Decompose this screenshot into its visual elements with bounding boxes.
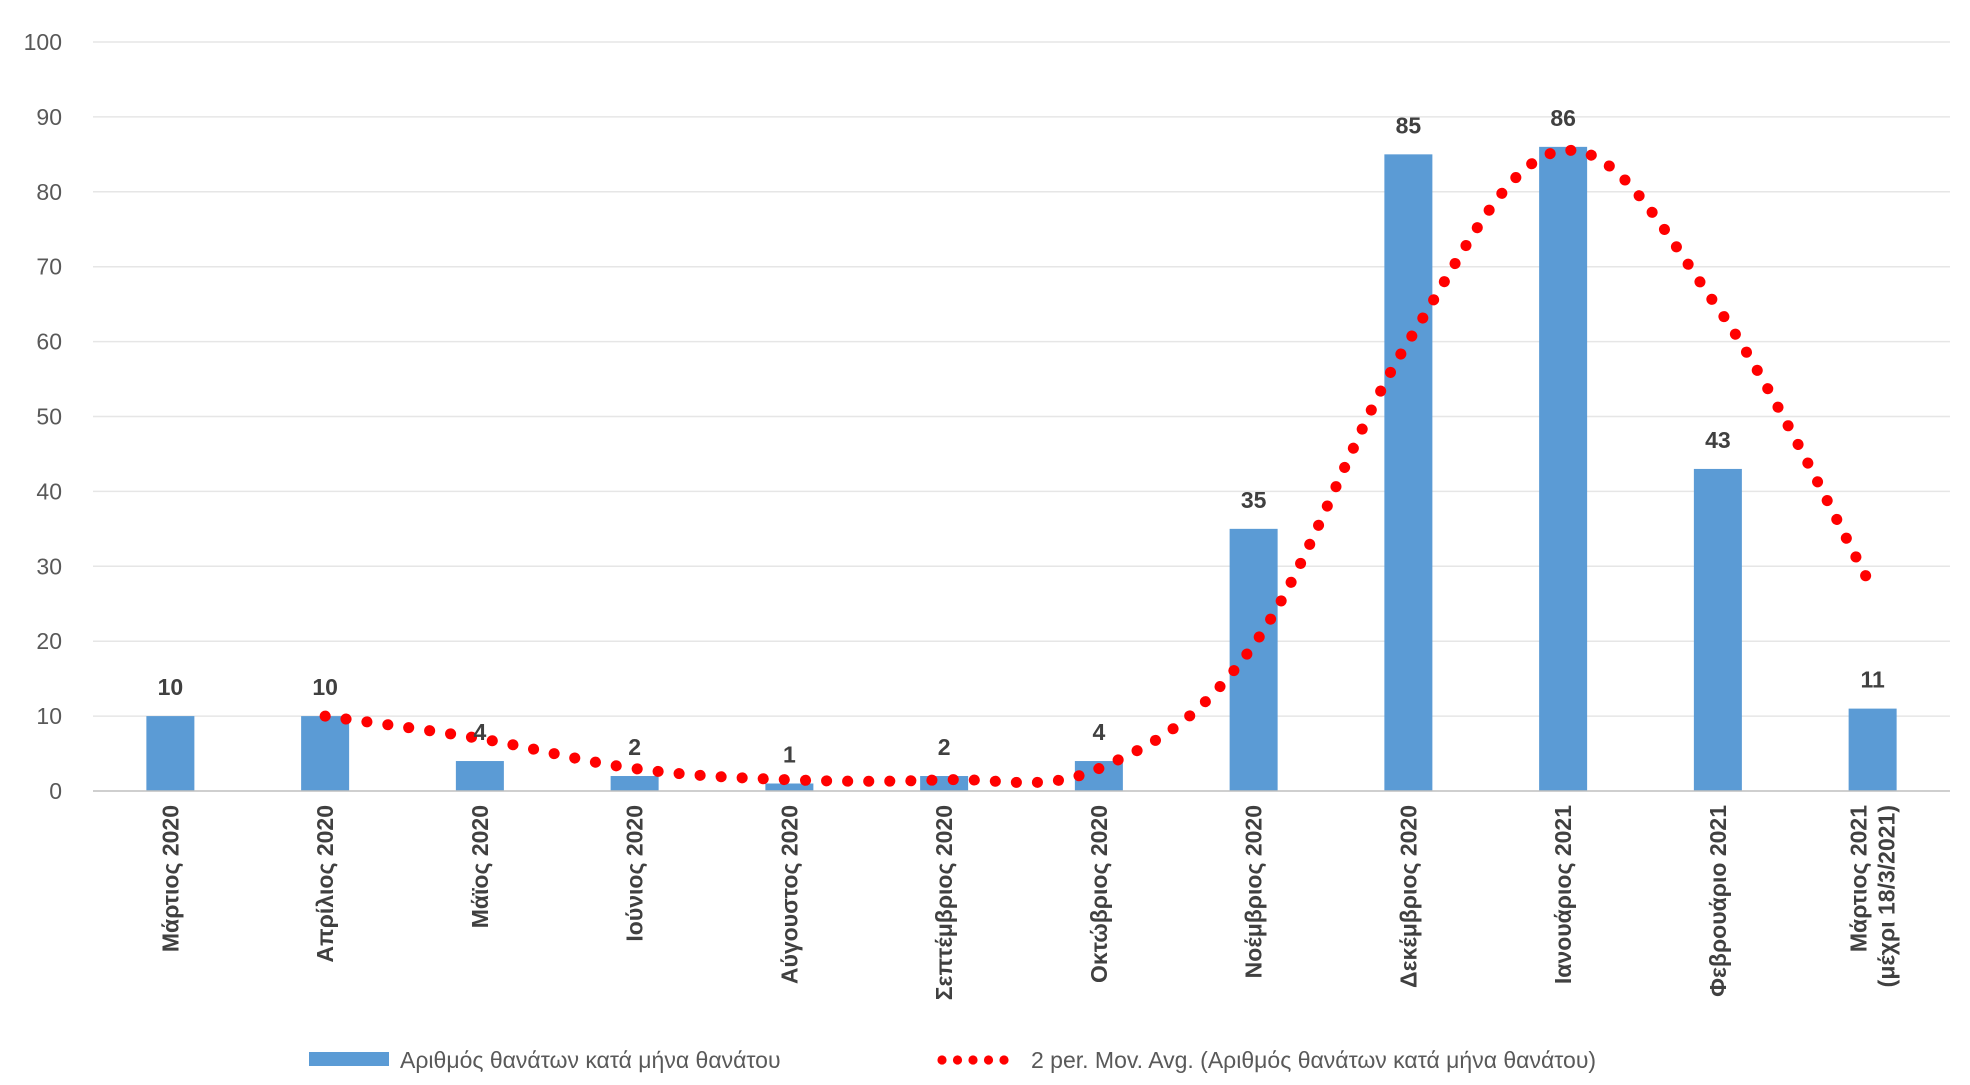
data-label: 4 — [473, 719, 486, 745]
x-tick-label: Απρίλιος 2020 — [312, 805, 338, 963]
data-label: 2 — [938, 734, 951, 760]
y-tick-label: 70 — [36, 254, 62, 280]
x-tick-line: (μέχρι 18/3/2021) — [1874, 805, 1900, 987]
bar — [611, 776, 659, 791]
x-tick-text: Αύγουστος 2020 — [776, 805, 802, 984]
x-tick-line: Νοέμβριος 2020 — [1241, 805, 1267, 978]
x-tick-text: Μάρτιος 2020 — [157, 805, 183, 952]
bar — [1384, 154, 1432, 791]
data-label: 10 — [312, 674, 338, 700]
x-tick-text: Ιανουάριος 2021 — [1550, 805, 1576, 984]
y-tick-label: 30 — [36, 553, 62, 579]
x-tick-label: Οκτώβριος 2020 — [1086, 805, 1112, 983]
y-tick-label: 60 — [36, 329, 62, 355]
y-tick-label: 50 — [36, 404, 62, 430]
x-tick-label: Αύγουστος 2020 — [776, 805, 802, 984]
data-label: 1 — [783, 742, 796, 768]
bar — [1694, 469, 1742, 791]
legend: Αριθμός θανάτων κατά μήνα θανάτου 2 per. … — [309, 1047, 1596, 1073]
x-tick-text: Ιούνιος 2020 — [622, 805, 648, 942]
x-tick-text: Νοέμβριος 2020 — [1241, 805, 1267, 978]
y-axis-ticks: 0 10 20 30 40 50 60 70 80 90 100 — [24, 29, 62, 804]
x-tick-label: Μάϊος 2020 — [467, 805, 493, 928]
x-tick-line: Μάρτιος 2020 — [157, 805, 183, 952]
x-tick-line: Μάρτιος 2021 — [1846, 805, 1872, 952]
legend-swatch-dot — [999, 1055, 1008, 1064]
x-tick-text: Δεκέμβριος 2020 — [1395, 805, 1421, 988]
bar — [1539, 147, 1587, 791]
bar — [301, 716, 349, 791]
y-tick-label: 20 — [36, 628, 62, 654]
x-tick-line: Σεπτέμβριος 2020 — [931, 805, 957, 1000]
x-tick-line: Οκτώβριος 2020 — [1086, 805, 1112, 983]
x-tick-label: Μάρτιος 2021(μέχρι 18/3/2021) — [1846, 805, 1900, 988]
data-label: 86 — [1550, 105, 1576, 131]
x-tick-text: Απρίλιος 2020 — [312, 805, 338, 963]
x-tick-line: Φεβρουάριο 2021 — [1705, 805, 1731, 997]
y-tick-label: 40 — [36, 478, 62, 504]
data-label: 85 — [1396, 112, 1422, 138]
bar — [146, 716, 194, 791]
grid-layer — [93, 42, 1950, 716]
x-tick-text: Οκτώβριος 2020 — [1086, 805, 1112, 983]
x-tick-text: Μάϊος 2020 — [467, 805, 493, 928]
x-tick-line: Απρίλιος 2020 — [312, 805, 338, 963]
data-label: 2 — [628, 734, 641, 760]
x-tick-line: Ιανουάριος 2021 — [1550, 805, 1576, 984]
data-label: 10 — [158, 674, 184, 700]
x-tick-text: Σεπτέμβριος 2020 — [931, 805, 957, 1000]
x-tick-text: Φεβρουάριο 2021 — [1705, 805, 1731, 997]
x-tick-label: Ιανουάριος 2021 — [1550, 805, 1576, 984]
legend-label-moving-average: 2 per. Mov. Avg. (Αριθμός θανάτων κατά μ… — [1031, 1047, 1596, 1073]
legend-swatch-dot — [953, 1055, 962, 1064]
moving-average-line — [325, 150, 1873, 782]
x-tick-label: Νοέμβριος 2020 — [1241, 805, 1267, 978]
y-tick-label: 0 — [49, 778, 62, 804]
x-tick-label: Μάρτιος 2020 — [157, 805, 183, 952]
bar-series — [146, 147, 1896, 791]
data-label: 35 — [1241, 487, 1267, 513]
y-tick-label: 100 — [24, 29, 62, 55]
data-label: 4 — [1092, 719, 1105, 745]
y-tick-label: 90 — [36, 104, 62, 130]
x-tick-text: Μάρτιος 2021(μέχρι 18/3/2021) — [1846, 805, 1900, 988]
y-tick-label: 10 — [36, 703, 62, 729]
x-tick-line: Μάϊος 2020 — [467, 805, 493, 928]
x-tick-label: Ιούνιος 2020 — [622, 805, 648, 942]
bar — [456, 761, 504, 791]
x-tick-label: Σεπτέμβριος 2020 — [931, 805, 957, 1000]
legend-swatch-dot — [937, 1055, 946, 1064]
x-axis-ticks: Μάρτιος 2020 Απρίλιος 2020 Μάϊος 2020 Ιούνι… — [157, 805, 1899, 1000]
moving-average-series — [325, 150, 1873, 782]
data-label: 43 — [1705, 427, 1731, 453]
x-tick-line: Αύγουστος 2020 — [776, 805, 802, 984]
legend-swatch-bars — [309, 1052, 389, 1066]
x-tick-line: Δεκέμβριος 2020 — [1395, 805, 1421, 988]
data-label: 11 — [1860, 667, 1885, 693]
data-labels: 10 10 4 2 1 2 4 35 85 86 43 11 — [158, 105, 1885, 768]
legend-swatch-dot — [968, 1055, 977, 1064]
x-tick-label: Φεβρουάριο 2021 — [1705, 805, 1731, 997]
legend-swatch-dot — [984, 1055, 993, 1064]
bar — [1849, 709, 1897, 791]
bar — [1230, 529, 1278, 791]
x-tick-label: Δεκέμβριος 2020 — [1395, 805, 1421, 988]
y-tick-label: 80 — [36, 179, 62, 205]
legend-label-bars: Αριθμός θανάτων κατά μήνα θανάτου — [400, 1047, 781, 1073]
x-tick-line: Ιούνιος 2020 — [622, 805, 648, 942]
